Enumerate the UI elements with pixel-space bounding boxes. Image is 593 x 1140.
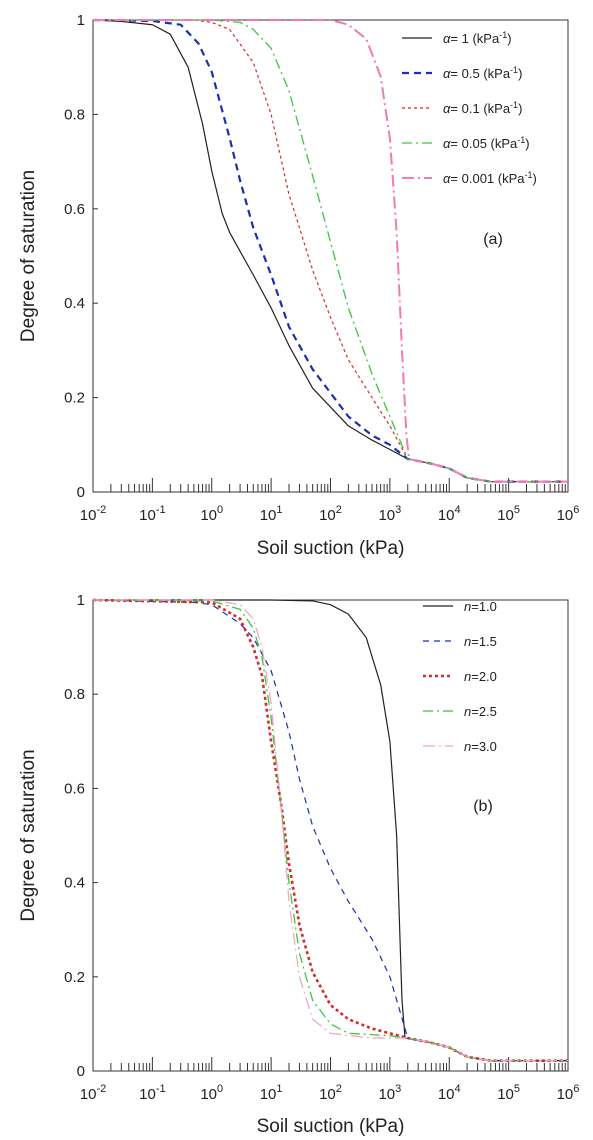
x-tick-label: 102 (319, 1083, 342, 1103)
legend-label-4: n=3.0 (464, 739, 497, 754)
y-axis-title: Degree of saturation (18, 170, 39, 342)
x-tick-label: 10-2 (80, 1083, 106, 1103)
legend: n=1.0 n=1.5 n=2.0 n=2.5 n=3.0 (423, 599, 497, 754)
series-line-1 (92, 18, 568, 483)
x-tick-label: 100 (200, 504, 223, 524)
x-tick-label: 105 (497, 504, 520, 524)
legend-label-0: n=1.0 (464, 599, 497, 614)
series-line-0 (92, 19, 568, 483)
x-tick-label: 103 (378, 504, 401, 524)
x-tick-label: 104 (438, 504, 461, 524)
series-line-4 (93, 19, 568, 483)
series-line-3 (93, 19, 568, 483)
x-tick-label: 103 (378, 1083, 401, 1103)
x-tick-label: 10-1 (139, 504, 165, 524)
legend: α= 1 (kPa-1) α= 0.5 (kPa-1) α= 0.1 (kPa-1)… (402, 30, 537, 186)
y-tick-label: 0.8 (64, 686, 85, 703)
series-line-2 (92, 598, 568, 1062)
x-tick-label: 104 (438, 1083, 461, 1103)
panel-label: (b) (473, 798, 493, 815)
legend-label-2: α= 0.1 (kPa-1) (443, 100, 522, 116)
chart-panel-b: 10-2 10-1 100 101 102 103 104 105 106 0 0.2 0.4 0.6 0… (18, 592, 579, 1137)
legend-label-2: n=2.0 (464, 669, 497, 684)
legend-label-4: α= 0.001 (kPa-1) (443, 170, 537, 186)
plot-frame (92, 19, 569, 493)
y-tick-label: 1 (77, 592, 85, 609)
chart-panel-a: 10-2 10-1 100 101 102 103 104 105 106 0 0.2 0.4 0.6 0… (18, 12, 579, 559)
x-tick-label: 106 (557, 504, 580, 524)
y-axis-title: Degree of saturation (18, 749, 39, 921)
y-tick-label: 0 (77, 1063, 85, 1080)
legend-label-1: α= 0.5 (kPa-1) (443, 65, 522, 81)
y-tick-label: 0.8 (64, 106, 85, 123)
legend-label-1: n=1.5 (464, 634, 497, 649)
series-line-4 (93, 599, 568, 1062)
y-tick-label: 0.2 (64, 390, 85, 407)
panel-label: (a) (483, 231, 503, 248)
x-tick-label: 102 (319, 504, 342, 524)
x-tick-label: 100 (200, 1083, 223, 1103)
legend-label-3: α= 0.05 (kPa-1) (443, 135, 530, 151)
y-tick-label: 0.6 (64, 201, 85, 218)
x-tick-label: 105 (497, 1083, 520, 1103)
x-tick-label: 101 (260, 1083, 283, 1103)
y-tick-label: 0.6 (64, 780, 85, 797)
x-tick-label: 10-1 (139, 1083, 165, 1103)
x-axis-title: Soil suction (kPa) (257, 538, 405, 559)
y-tick-label: 0.2 (64, 969, 85, 986)
series-line-2 (93, 19, 568, 483)
y-tick-label: 0 (77, 484, 85, 501)
legend-label-0: α= 1 (kPa-1) (443, 30, 512, 46)
x-tick-label: 101 (260, 504, 283, 524)
y-tick-label: 0.4 (64, 295, 85, 312)
x-tick-label: 10-2 (80, 504, 106, 524)
x-tick-label: 106 (557, 1083, 580, 1103)
x-axis-title: Soil suction (kPa) (257, 1116, 405, 1137)
legend-label-3: n=2.5 (464, 704, 497, 719)
y-tick-label: 0.4 (64, 875, 85, 892)
y-tick-label: 1 (77, 12, 85, 29)
